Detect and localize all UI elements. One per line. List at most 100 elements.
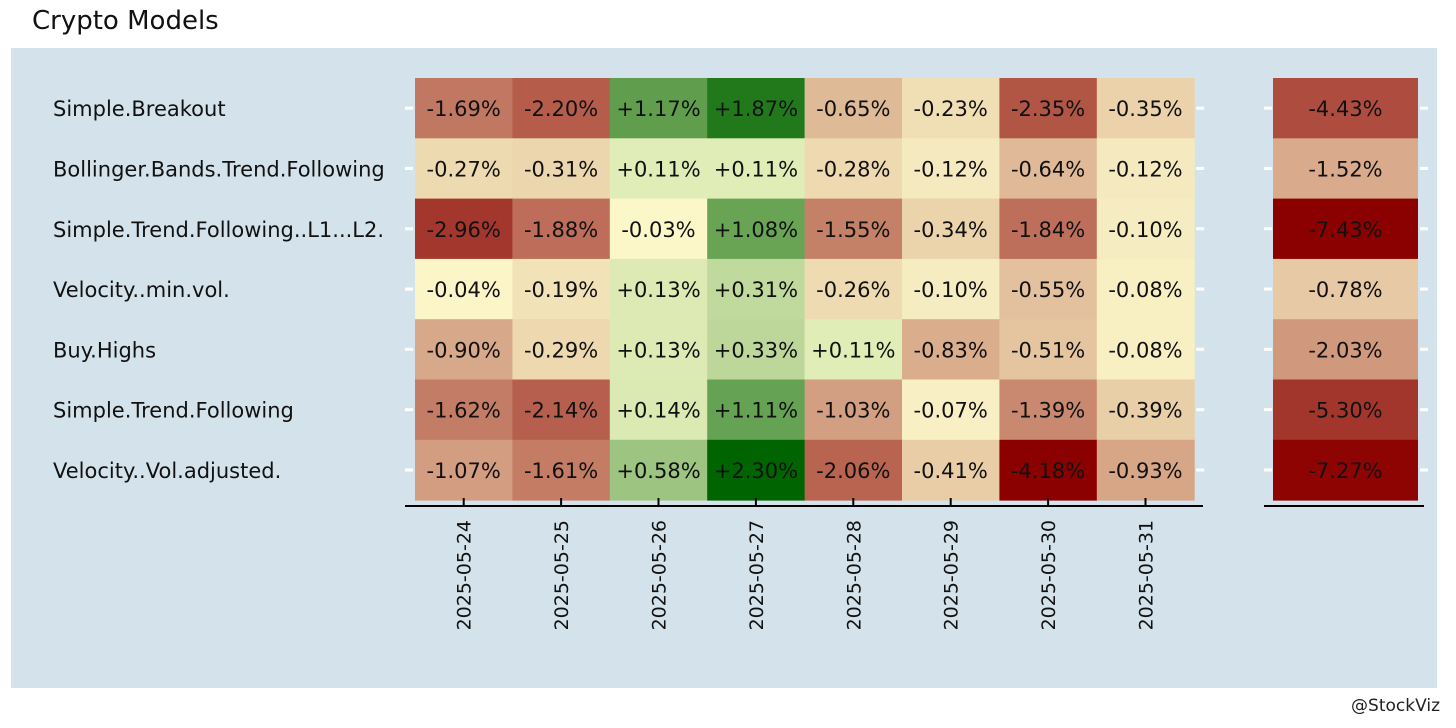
heatmap-cell [609, 379, 708, 441]
cell-label: -0.08% [1108, 338, 1182, 362]
heatmap-cell [707, 439, 806, 501]
cell-label: +0.31% [714, 278, 798, 302]
row-label: Simple.Trend.Following [53, 399, 294, 423]
heatmap-cell [707, 258, 806, 320]
heatmap-cell [804, 258, 903, 320]
total-cell-label: -1.52% [1308, 157, 1382, 181]
row-label: Buy.Highs [53, 338, 156, 362]
heatmap-cell [804, 379, 903, 441]
cell-label: -2.14% [524, 399, 598, 423]
heatmap-cell [415, 138, 513, 200]
cell-label: +1.08% [714, 218, 798, 242]
heatmap-cell [999, 198, 1098, 260]
total-cell-label: -7.43% [1308, 218, 1382, 242]
total-cell [1273, 379, 1418, 441]
cell-label: -0.83% [914, 338, 988, 362]
heatmap-cell [707, 78, 806, 139]
heatmap-cell [512, 379, 611, 441]
heatmap-cell [999, 379, 1098, 441]
heatmap-cell [902, 439, 1000, 501]
cell-label: +0.11% [714, 157, 798, 181]
heatmap-cell [415, 379, 513, 441]
heatmap-cell [902, 78, 1000, 139]
heatmap-cell [804, 198, 903, 260]
total-cell [1273, 319, 1418, 380]
cell-label: -0.64% [1011, 157, 1085, 181]
x-tick-label: 2025-05-25 [551, 520, 573, 630]
total-cell [1273, 78, 1418, 139]
heatmap-cell [1096, 319, 1195, 380]
credit-label: @StockViz [1351, 696, 1440, 716]
heatmap-cell [512, 78, 611, 139]
heatmap-cell [415, 319, 513, 380]
x-tick-label: 2025-05-24 [454, 520, 476, 630]
cell-label: -2.96% [427, 218, 501, 242]
cell-label: -1.55% [816, 218, 890, 242]
cell-label: +0.11% [811, 338, 895, 362]
cell-label: -1.62% [427, 399, 501, 423]
cell-label: -1.07% [427, 459, 501, 483]
cell-label: -1.88% [524, 218, 598, 242]
cell-label: -0.65% [816, 97, 890, 121]
cell-label: -0.34% [914, 218, 988, 242]
heatmap-cell [707, 319, 806, 380]
total-cell [1273, 198, 1418, 260]
total-cell-label: -0.78% [1308, 278, 1382, 302]
cell-label: +2.30% [714, 459, 798, 483]
cell-label: +0.14% [616, 399, 700, 423]
heatmap-cell [609, 78, 708, 139]
cell-label: -0.41% [914, 459, 988, 483]
heatmap-cell [902, 379, 1000, 441]
heatmap-cell [512, 439, 611, 501]
total-cell-label: -5.30% [1308, 399, 1382, 423]
cell-label: -0.35% [1108, 97, 1182, 121]
x-tick-label: 2025-05-31 [1136, 520, 1158, 630]
total-cell-label: -2.03% [1308, 338, 1382, 362]
row-label: Bollinger.Bands.Trend.Following [53, 157, 385, 181]
heatmap-cell [415, 78, 513, 139]
heatmap-cell [609, 319, 708, 380]
row-label: Velocity..min.vol. [53, 278, 230, 302]
cell-label: -0.90% [427, 338, 501, 362]
cell-label: -0.03% [621, 218, 695, 242]
cell-label: +1.87% [714, 97, 798, 121]
heatmap-cell [999, 78, 1098, 139]
cell-label: -0.10% [1108, 218, 1182, 242]
total-cell-label: -7.27% [1308, 459, 1382, 483]
cell-label: +0.33% [714, 338, 798, 362]
total-cell-label: -4.43% [1308, 97, 1382, 121]
cell-label: -0.08% [1108, 278, 1182, 302]
cell-label: -0.93% [1108, 459, 1182, 483]
heatmap-cell [804, 319, 903, 380]
cell-label: -1.61% [524, 459, 598, 483]
heatmap-cell [902, 258, 1000, 320]
cell-label: -0.07% [914, 399, 988, 423]
heatmap-cell [609, 198, 708, 260]
cell-label: -0.27% [427, 157, 501, 181]
heatmap-cell [609, 258, 708, 320]
cell-label: +1.17% [616, 97, 700, 121]
cell-label: -0.26% [816, 278, 890, 302]
row-label: Velocity..Vol.adjusted. [53, 459, 281, 483]
heatmap-cell [1096, 138, 1195, 200]
cell-label: -1.03% [816, 399, 890, 423]
heatmap-cell [415, 439, 513, 501]
heatmap-cell [804, 439, 903, 501]
cell-label: +0.58% [616, 459, 700, 483]
cell-label: -0.19% [524, 278, 598, 302]
page-title: Crypto Models [32, 6, 219, 36]
cell-label: -0.29% [524, 338, 598, 362]
cell-label: -1.69% [427, 97, 501, 121]
cell-label: -0.28% [816, 157, 890, 181]
cell-label: -0.23% [914, 97, 988, 121]
total-cell [1273, 138, 1418, 200]
cell-label: -0.04% [427, 278, 501, 302]
heatmap-cell [415, 198, 513, 260]
heatmap-cell [1096, 198, 1195, 260]
heatmap-cell [609, 439, 708, 501]
cell-label: +0.11% [616, 157, 700, 181]
heatmap-cell [902, 319, 1000, 380]
row-label: Simple.Trend.Following..L1...L2. [53, 218, 384, 242]
x-tick-label: 2025-05-28 [843, 520, 865, 630]
